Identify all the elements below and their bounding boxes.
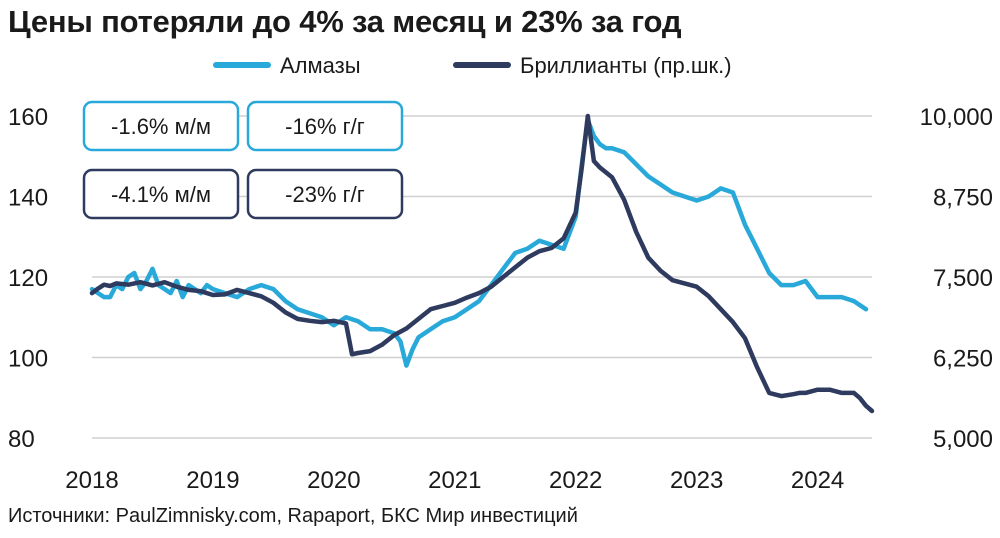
x-tick-label: 2018 — [65, 467, 118, 494]
left-tick-label: 160 — [8, 104, 48, 131]
legend: Алмазы Бриллианты (пр.шк.) — [213, 53, 732, 78]
x-tick-label: 2023 — [670, 467, 723, 494]
right-tick-label: 10,000 — [920, 104, 993, 131]
source-note: Источники: PaulZimnisky.com, Rapaport, Б… — [8, 505, 578, 527]
left-tick-label: 120 — [8, 265, 48, 292]
right-tick-label: 5,000 — [933, 426, 993, 453]
badge-brillianty-yy — [246, 168, 404, 220]
x-tick-label: 2022 — [549, 467, 602, 494]
x-tick-label: 2021 — [428, 467, 481, 494]
x-tick-label: 2024 — [791, 467, 844, 494]
grid-lines — [92, 115, 872, 439]
x-tick-label: 2020 — [307, 467, 360, 494]
legend-label-brillianty: Бриллианты (пр.шк.) — [520, 53, 732, 78]
badge-almazy-yy — [246, 100, 404, 152]
badge-almazy-yy-text: -16% г/г — [285, 114, 365, 139]
left-tick-label: 100 — [8, 346, 48, 373]
right-tick-label: 8,750 — [933, 185, 993, 212]
left-tick-label: 140 — [8, 185, 48, 212]
legend-label-almazy: Алмазы — [280, 53, 361, 78]
series-line-almazy — [89, 117, 869, 368]
badge-brillianty-mm-text: -4.1% м/м — [111, 182, 211, 207]
right-axis-ticks: 10,000 8,750 7,500 6,250 5,000 — [920, 104, 993, 453]
left-axis-ticks: 160 140 120 100 80 — [8, 104, 48, 453]
x-tick-label: 2019 — [186, 467, 239, 494]
left-tick-label: 80 — [8, 426, 35, 453]
right-tick-label: 7,500 — [933, 265, 993, 292]
badges: -1.6% м/м -16% г/г -4.1% м/м -23% г/г — [82, 100, 404, 220]
badge-almazy-mm-text: -1.6% м/м — [111, 114, 211, 139]
series-lines — [89, 113, 875, 414]
badge-brillianty-mm — [82, 168, 240, 220]
x-axis-ticks: 2018 2019 2020 2021 2022 2023 2024 — [65, 467, 844, 494]
right-tick-label: 6,250 — [933, 346, 993, 373]
chart-title: Цены потеряли до 4% за месяц и 23% за го… — [8, 4, 682, 39]
badge-almazy-mm — [82, 100, 240, 152]
badge-brillianty-yy-text: -23% г/г — [285, 182, 365, 207]
series-line-brillianty — [89, 113, 875, 414]
